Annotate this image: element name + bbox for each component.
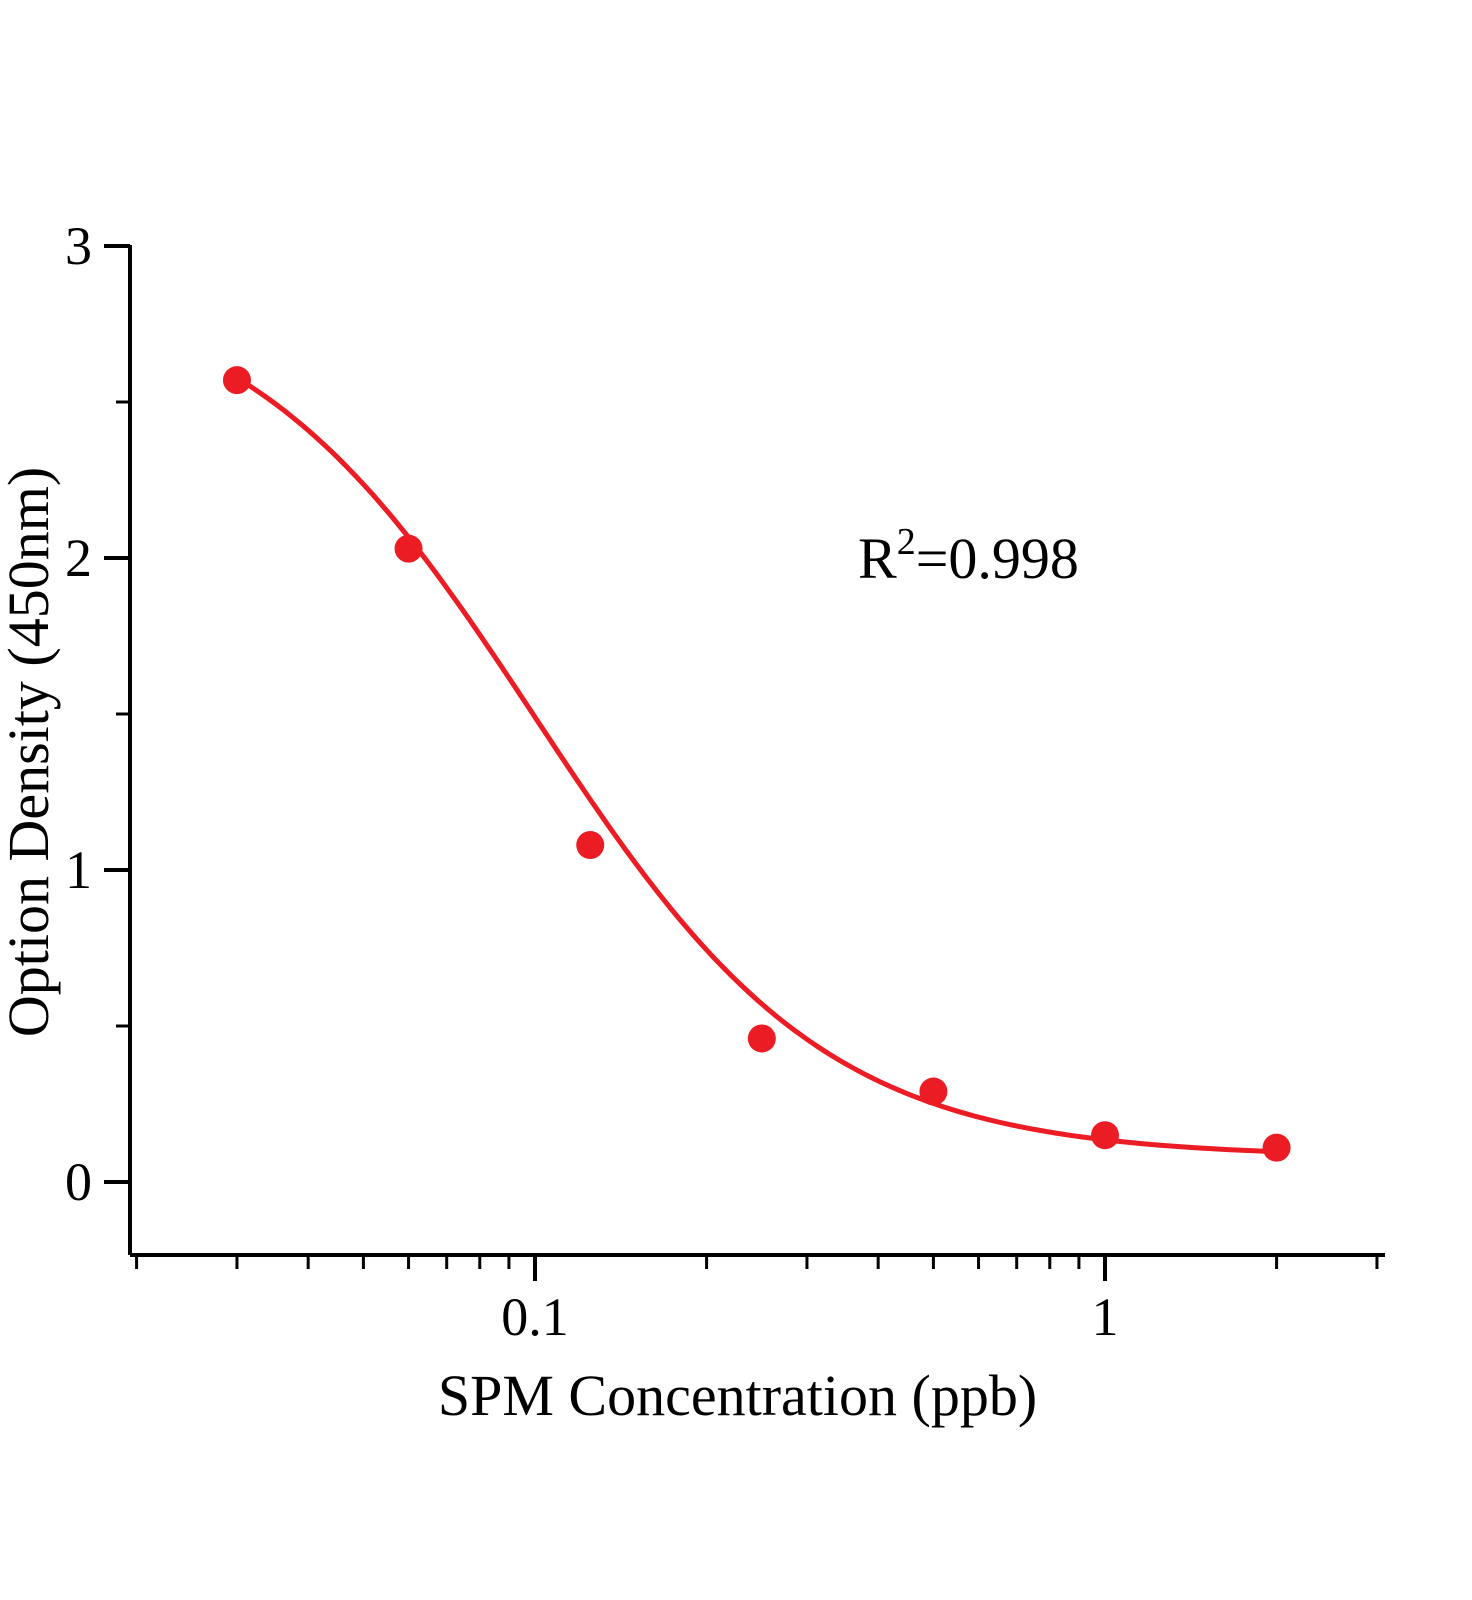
r-squared-annotation: R2=0.998 bbox=[858, 521, 1079, 591]
y-tick-label: 1 bbox=[65, 840, 92, 900]
data-point bbox=[1262, 1133, 1291, 1162]
y-tick-label: 0 bbox=[65, 1152, 92, 1212]
data-point bbox=[747, 1024, 776, 1053]
x-tick-label: 1 bbox=[1092, 1287, 1119, 1347]
data-point bbox=[222, 366, 251, 395]
x-axis-title: SPM Concentration (ppb) bbox=[438, 1363, 1037, 1428]
y-axis-title: Option Density (450nm) bbox=[0, 467, 61, 1037]
data-point bbox=[919, 1077, 948, 1106]
data-point bbox=[576, 831, 605, 860]
y-tick-label: 2 bbox=[65, 528, 92, 588]
y-tick-label: 3 bbox=[65, 216, 92, 276]
data-point bbox=[1091, 1121, 1119, 1150]
x-tick-label: 0.1 bbox=[501, 1287, 569, 1347]
data-point bbox=[394, 534, 423, 563]
